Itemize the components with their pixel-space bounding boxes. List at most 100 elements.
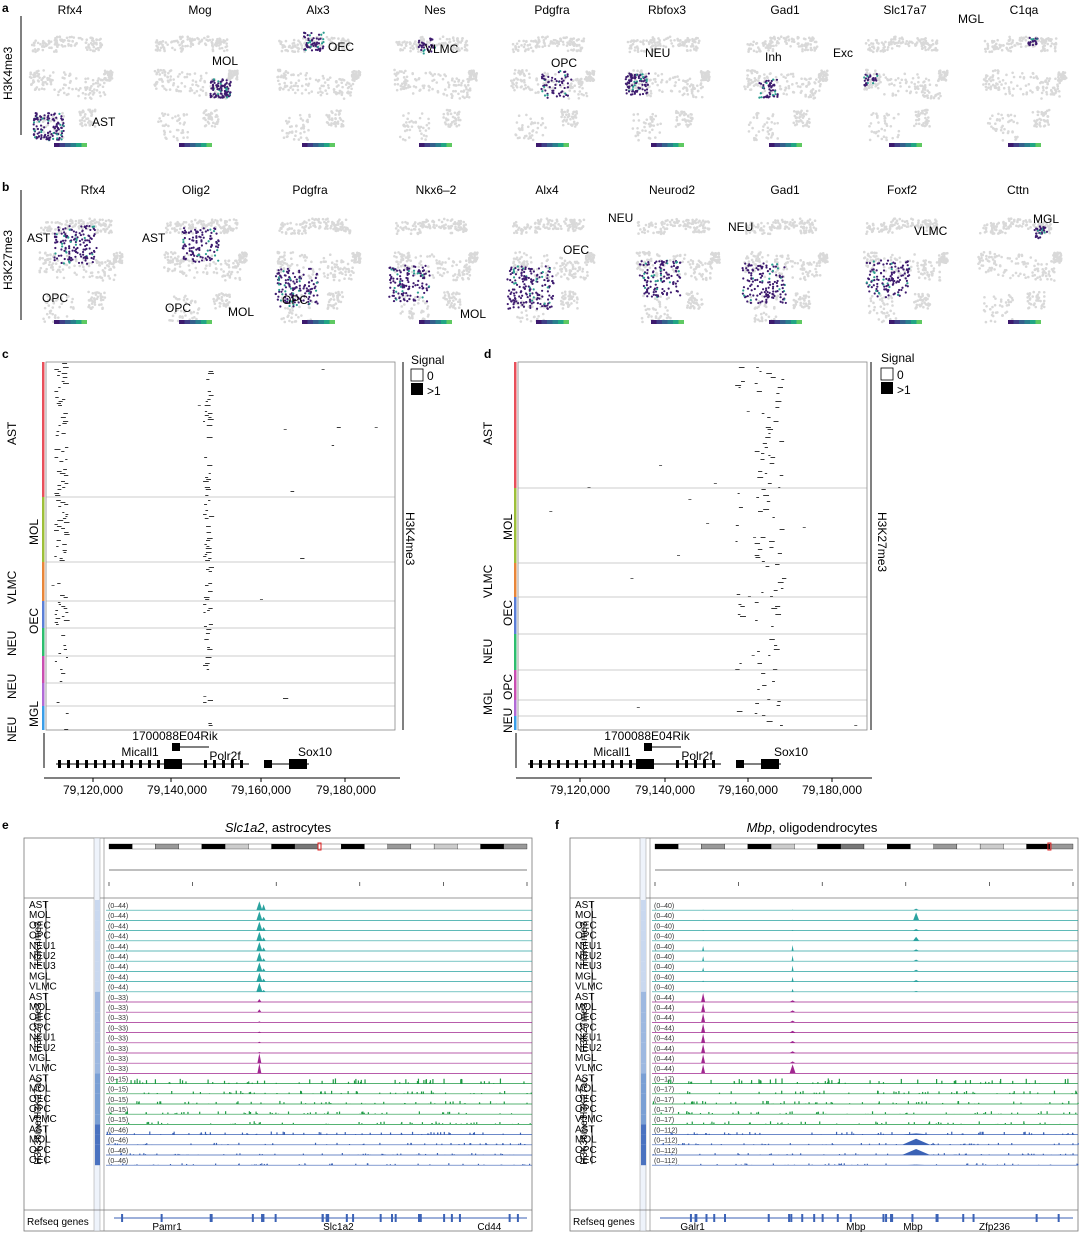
refseq-gene-name: Mbp — [903, 1222, 923, 1233]
track-label: AST — [29, 1073, 48, 1084]
axis-tick-label: 79,140,000 — [635, 783, 695, 797]
track-range: (0–40) — [654, 985, 674, 992]
track-label: NEU1 — [575, 1033, 602, 1044]
gene-labels-a: Rfx4 Mog Alx3 Nes Pdgfra Rbfox3 Gad1 Slc… — [58, 3, 1039, 17]
track-range: (0–40) — [654, 944, 674, 951]
track-range: (0–44) — [108, 944, 128, 951]
cell-labels-b: AST OPC AST OPC MOL OPC MOL OEC NEU NEU … — [27, 211, 1059, 321]
mark-label: H3K36me3 — [33, 1114, 44, 1164]
color-scale-bar — [419, 320, 452, 324]
umap-row-b — [38, 217, 1063, 324]
refseq-gene-name: Slc1a2 — [323, 1222, 354, 1233]
gene-label: Pdgfra — [292, 183, 328, 197]
track-label: MGL — [29, 1053, 51, 1064]
genome-browser-f: AST (0–40) MOL (0–40) OEC (0–40) OPC (0–40) NEU1… — [569, 837, 1079, 1233]
panel-f-title: Mbp, oligodendrocytes — [747, 820, 878, 835]
track-label: VLMC — [575, 1114, 603, 1125]
umap-row-a — [28, 31, 1068, 147]
track-label: AST — [29, 992, 48, 1003]
cell-label: MGL — [1033, 212, 1059, 226]
mark-label: H3K27ac — [33, 1078, 44, 1119]
track-range: (0–33) — [108, 1005, 128, 1012]
track-range: (0–40) — [654, 954, 674, 961]
track-label: OPC — [29, 1104, 51, 1115]
panel-c-letter: c — [2, 347, 9, 361]
mark-label: H3K36me3 — [579, 1114, 590, 1164]
gene-label: Alx3 — [306, 3, 330, 17]
axis-tick-label: 79,120,000 — [63, 783, 123, 797]
track-range: (0–44) — [654, 1025, 674, 1032]
cell-label: OPC — [551, 56, 577, 70]
gene-name: Sox10 — [774, 745, 808, 759]
cell-label: MOL — [228, 305, 254, 319]
track-range: (0–44) — [108, 923, 128, 930]
cell-label: MGL — [958, 12, 984, 26]
legend-swatch-high-d — [881, 382, 893, 394]
track-range: (0–44) — [108, 964, 128, 971]
track-range: (0–44) — [108, 913, 128, 920]
row-group-label: NEU — [481, 639, 495, 664]
track-label: VLMC — [575, 982, 603, 993]
panel-b: b H3K27me3 Rfx4 Olig2 Pdgfra Nkx6–2 Alx4… — [1, 180, 1063, 324]
mark-label: H3K27me3 — [579, 1002, 590, 1052]
track-label: MOL — [29, 910, 51, 921]
panel-a-mark: H3K4me3 — [1, 46, 15, 100]
refseq-label: Refseq genes — [573, 1217, 635, 1228]
track-range: (0–15) — [108, 1097, 128, 1104]
track-label: VLMC — [29, 982, 57, 993]
cell-label: AST — [27, 231, 51, 245]
track-label: NEU2 — [575, 951, 602, 962]
color-scale-bar — [54, 143, 87, 147]
panel-b-mark: H3K27me3 — [1, 230, 15, 290]
gene-label: Gad1 — [770, 3, 800, 17]
panel-e-letter: e — [2, 818, 9, 832]
row-group-label: NEU — [5, 674, 19, 699]
track-label: OPC — [575, 1022, 597, 1033]
gene-label: Gad1 — [770, 183, 800, 197]
refseq-gene-name: Cd44 — [477, 1222, 501, 1233]
track-range: (0–44) — [108, 903, 128, 910]
track-label: MOL — [29, 1002, 51, 1013]
gene-track-c: 1700088E04Rik Micall1 Polr2f Sox10 — [43, 729, 332, 769]
track-range: (0–44) — [654, 1056, 674, 1063]
track-range: (0–44) — [654, 995, 674, 1002]
panel-a: a H3K4me3 Rfx4 Mog Alx3 Nes Pdgfra Rbfox… — [1, 1, 1068, 147]
genome-browser-e: AST (0–44) MOL (0–44) OEC (0–44) OPC (0–44) NEU1… — [23, 837, 533, 1233]
track-label: OEC — [575, 1155, 597, 1166]
track-range: (0–40) — [654, 934, 674, 941]
track-label: NEU2 — [575, 1043, 602, 1054]
panel-b-letter: b — [2, 180, 9, 194]
track-range: (0–40) — [654, 923, 674, 930]
track-range: (0–33) — [108, 1015, 128, 1022]
track-range: (0–40) — [654, 903, 674, 910]
heatmap-c — [42, 362, 395, 730]
legend-low-c: 0 — [427, 369, 434, 383]
color-scale-bar — [302, 143, 335, 147]
track-range: (0–46) — [108, 1138, 128, 1145]
axis-tick-label: 79,140,000 — [147, 783, 207, 797]
axis-ticks-d: 79,120,000 79,140,000 79,160,000 79,180,… — [550, 778, 862, 797]
panel-d: d H3K27me3 Signal 0 >1 AST MOL VLMC OEC … — [481, 347, 914, 797]
color-scale-bar — [536, 143, 569, 147]
track-label: OEC — [575, 1012, 597, 1023]
track-label: NEU3 — [29, 961, 56, 972]
legend-swatch-low-c — [410, 368, 424, 382]
gene-label: Neurod2 — [649, 183, 695, 197]
row-group-label: AST — [5, 421, 19, 445]
track-range: (0–33) — [108, 1025, 128, 1032]
track-label: AST — [575, 1073, 594, 1084]
color-scale-bar — [1008, 320, 1041, 324]
track-label: OPC — [29, 931, 51, 942]
track-label: AST — [29, 900, 48, 911]
legend-low-d: 0 — [897, 368, 904, 382]
legend-title-d: Signal — [881, 351, 914, 365]
track-range: (0–44) — [108, 934, 128, 941]
track-label: NEU1 — [29, 1033, 56, 1044]
track-label: OEC — [29, 1155, 51, 1166]
track-label: OPC — [575, 931, 597, 942]
track-range: (0–15) — [108, 1117, 128, 1124]
gene-label: Slc17a7 — [883, 3, 927, 17]
track-label: NEU1 — [29, 941, 56, 952]
mark-label: H3K4me3 — [579, 921, 590, 966]
